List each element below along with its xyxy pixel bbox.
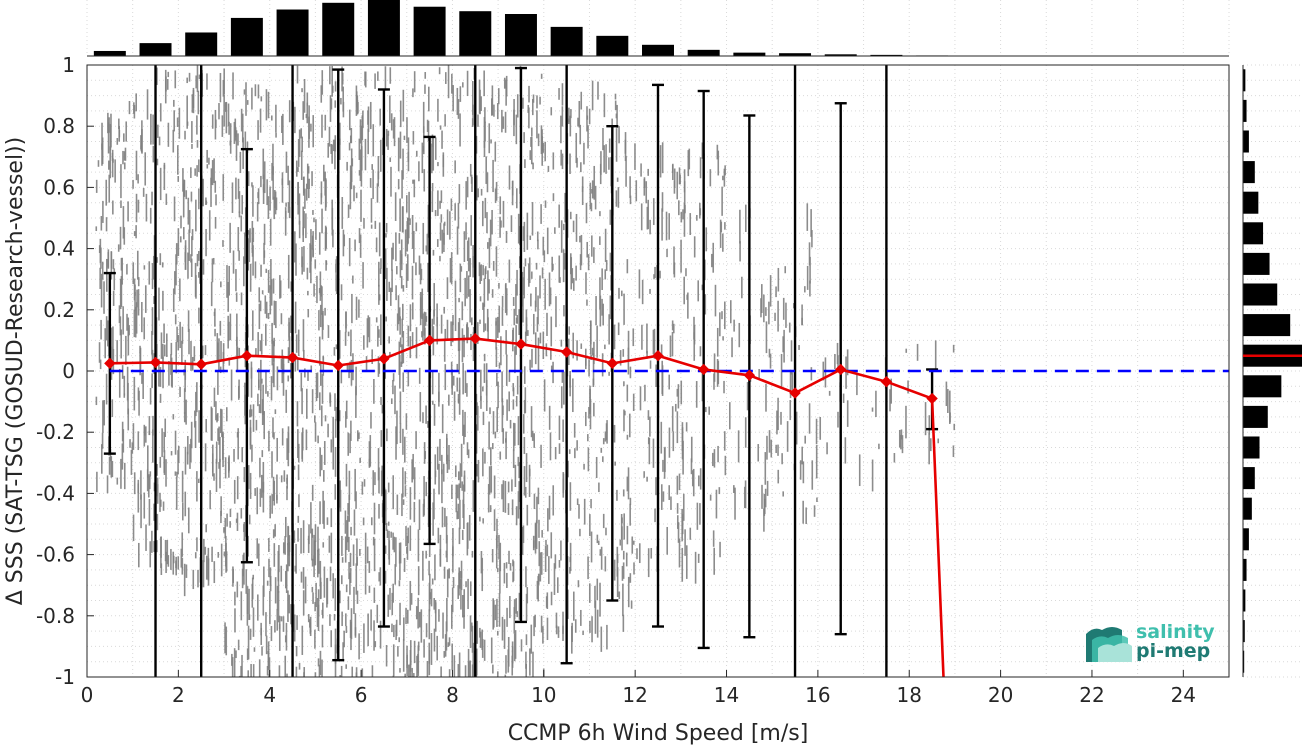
top-histogram-bar bbox=[596, 35, 629, 56]
y-tick-label: -0.4 bbox=[36, 481, 75, 505]
x-tick-label: 0 bbox=[81, 683, 94, 707]
y-tick-label: 1 bbox=[62, 53, 75, 77]
right-histogram-bar bbox=[1243, 130, 1249, 153]
x-axis-ticks: 0 2 4 6 8 10 12 14 16 18 20 22 24 bbox=[81, 670, 1196, 707]
top-histogram-grid bbox=[86, 0, 1230, 56]
mean-marker bbox=[423, 334, 436, 347]
mean-marker bbox=[835, 363, 847, 376]
top-histogram-bar bbox=[93, 50, 126, 56]
right-histogram-bar bbox=[1243, 99, 1247, 122]
x-tick-label: 12 bbox=[622, 683, 647, 707]
mean-marker bbox=[469, 332, 481, 345]
mean-marker bbox=[926, 392, 938, 405]
y-tick-label: 0.6 bbox=[43, 175, 75, 199]
mean-marker bbox=[195, 358, 207, 370]
top-histogram-bar bbox=[550, 26, 583, 56]
x-tick-label: 2 bbox=[172, 683, 185, 707]
right-histogram-bars bbox=[1243, 69, 1302, 673]
mean-marker bbox=[789, 387, 801, 399]
logo-salinity-text: salinity bbox=[1136, 621, 1215, 643]
right-histogram-bar bbox=[1243, 497, 1252, 520]
mean-marker bbox=[332, 359, 344, 372]
top-histogram-bar bbox=[870, 54, 903, 56]
mean-marker bbox=[149, 356, 162, 369]
right-histogram-bar bbox=[1243, 467, 1255, 490]
x-tick-label: 20 bbox=[988, 683, 1013, 707]
mean-marker bbox=[286, 351, 299, 364]
right-histogram-bar bbox=[1243, 650, 1245, 673]
top-histogram-bar bbox=[779, 53, 812, 56]
x-tick-label: 24 bbox=[1171, 683, 1196, 707]
top-histogram-bar bbox=[642, 44, 674, 56]
y-tick-label: 0.4 bbox=[43, 237, 75, 261]
top-histogram-bar bbox=[230, 17, 263, 57]
right-histogram bbox=[1242, 64, 1302, 678]
right-histogram-bar bbox=[1243, 589, 1246, 612]
right-histogram-bar bbox=[1243, 375, 1282, 398]
x-tick-label: 4 bbox=[263, 683, 276, 707]
y-tick-label: -0.8 bbox=[36, 604, 75, 628]
mean-marker bbox=[241, 349, 253, 362]
x-tick-label: 18 bbox=[897, 683, 922, 707]
right-histogram-bar bbox=[1243, 283, 1278, 306]
top-histogram-bar bbox=[185, 32, 218, 56]
mean-marker bbox=[515, 338, 527, 350]
logo-pi-mep-text: pi-mep bbox=[1136, 640, 1210, 662]
top-histogram-bar bbox=[459, 11, 492, 56]
mean-marker bbox=[652, 349, 664, 362]
top-histogram bbox=[86, 0, 1230, 57]
top-histogram-bar bbox=[504, 14, 537, 56]
top-histogram-bar bbox=[139, 43, 172, 56]
y-tick-label: 0.2 bbox=[43, 298, 75, 322]
x-tick-label: 22 bbox=[1079, 683, 1104, 707]
top-histogram-bar bbox=[824, 54, 857, 56]
x-tick-label: 14 bbox=[714, 683, 739, 707]
mean-marker bbox=[606, 357, 619, 370]
salinity-pi-mep-logo: salinity pi-mep bbox=[1086, 621, 1215, 662]
top-histogram-bar bbox=[276, 9, 309, 56]
right-histogram-bar bbox=[1243, 222, 1264, 245]
mean-marker bbox=[697, 363, 710, 376]
right-histogram-bar bbox=[1243, 191, 1259, 214]
y-axis-label: Δ SSS (SAT-TSG (GOSUD-Research-vessel)) bbox=[3, 137, 28, 605]
right-histogram-bar bbox=[1243, 161, 1255, 184]
right-histogram-bar bbox=[1243, 69, 1246, 92]
right-histogram-bar bbox=[1243, 436, 1260, 459]
x-tick-label: 10 bbox=[531, 683, 556, 707]
mean-marker bbox=[104, 357, 116, 370]
top-histogram-bar bbox=[322, 2, 355, 57]
binned-mean-line bbox=[109, 337, 945, 678]
mean-marker bbox=[880, 376, 893, 388]
y-tick-label: 0.8 bbox=[43, 114, 75, 138]
y-tick-label: -0.6 bbox=[36, 543, 75, 567]
y-tick-label: -0.2 bbox=[36, 420, 75, 444]
mean-marker bbox=[378, 353, 390, 365]
logo-wave-icon bbox=[1086, 627, 1132, 662]
top-histogram-bars bbox=[93, 0, 994, 57]
x-tick-label: 16 bbox=[805, 683, 830, 707]
y-axis-ticks: -1 -0.8 -0.6 -0.4 -0.2 0 0.2 0.4 0.6 0.8 1 bbox=[36, 53, 94, 689]
right-histogram-bar bbox=[1243, 620, 1245, 643]
binned-mean-markers bbox=[104, 332, 938, 405]
y-tick-label: -1 bbox=[55, 665, 75, 689]
y-tick-label: 0 bbox=[62, 359, 75, 383]
x-tick-label: 8 bbox=[446, 683, 459, 707]
top-histogram-bar bbox=[413, 6, 446, 56]
mean-marker bbox=[560, 346, 573, 358]
top-histogram-bar bbox=[733, 52, 766, 56]
x-tick-label: 6 bbox=[355, 683, 368, 707]
right-histogram-bar bbox=[1243, 528, 1249, 551]
right-histogram-bar bbox=[1243, 314, 1291, 337]
mean-marker bbox=[743, 369, 756, 381]
main-plot: 0 2 4 6 8 10 12 14 16 18 20 22 24 -1-0.8-0.6-0.4-0.2… bbox=[3, 53, 1230, 746]
right-histogram-bar bbox=[1243, 405, 1268, 428]
right-histogram-bar bbox=[1243, 252, 1270, 275]
top-histogram-bar bbox=[687, 49, 720, 56]
x-axis-label: CCMP 6h Wind Speed [m/s] bbox=[508, 721, 809, 746]
right-histogram-bar bbox=[1243, 558, 1247, 581]
top-histogram-bar bbox=[367, 0, 400, 56]
